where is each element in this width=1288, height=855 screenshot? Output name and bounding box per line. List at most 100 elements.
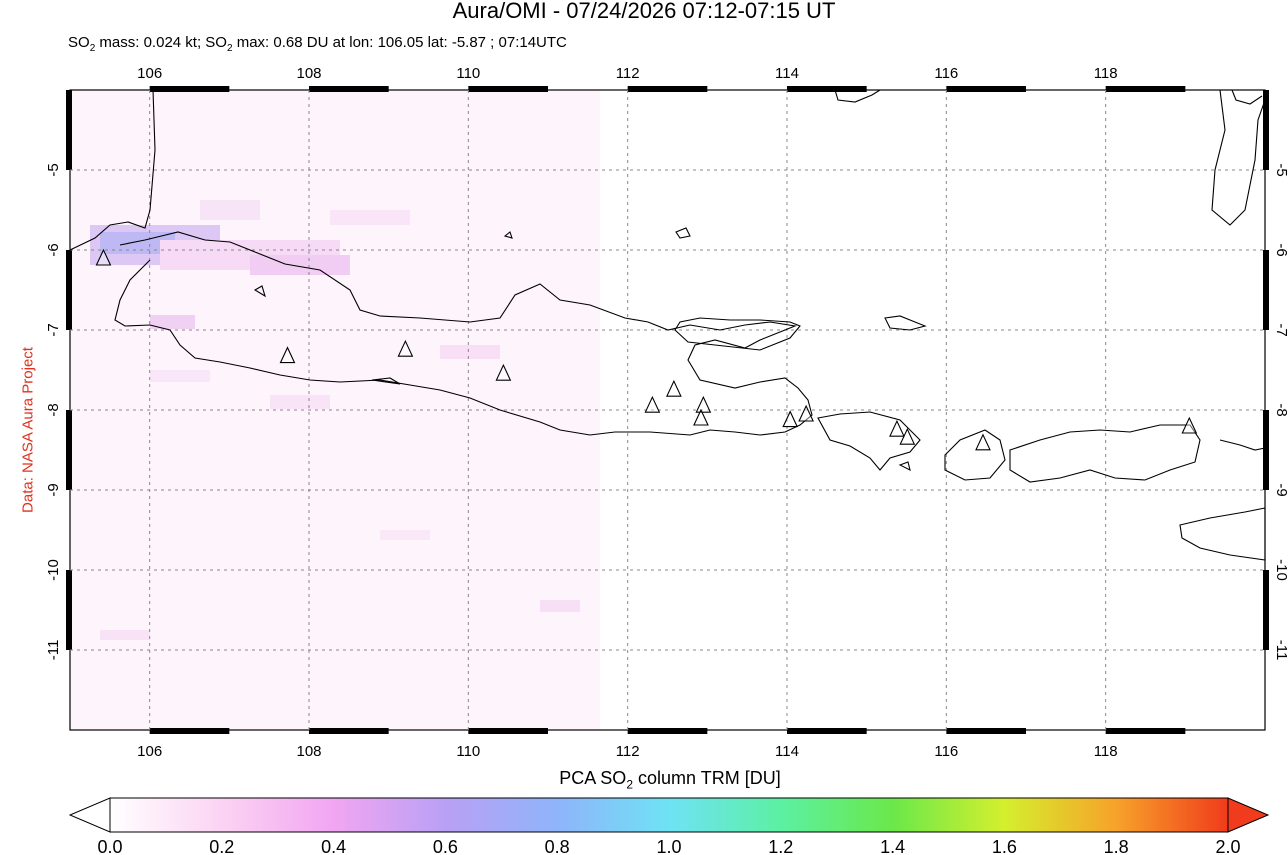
colorbar-tick-label: 1.4 bbox=[880, 837, 905, 855]
lat-tick-label-left: -5 bbox=[45, 163, 62, 176]
frame-bar-right bbox=[1263, 570, 1269, 650]
frame-bar-top bbox=[309, 86, 389, 92]
lon-tick-label-bottom: 118 bbox=[1094, 743, 1118, 760]
frame-bar-left bbox=[66, 410, 72, 490]
volcano-marker bbox=[695, 395, 712, 413]
colorbar-tick-label: 0.6 bbox=[433, 837, 458, 855]
frame-bar-bottom bbox=[468, 728, 548, 734]
lon-tick-label-bottom: 108 bbox=[296, 743, 321, 760]
map-subtitle: SO2 mass: 0.024 kt; SO2 max: 0.68 DU at … bbox=[68, 34, 567, 54]
kalimantan-coast bbox=[834, 89, 881, 103]
colorbar-tick-label: 1.0 bbox=[656, 837, 681, 855]
colorbar: 0.0 0.2 0.4 0.6 0.8 1.0 1.2 1.4 1.6 1.8 2.0 bbox=[68, 797, 1270, 855]
volcano-marker bbox=[782, 410, 799, 428]
frame-bar-top bbox=[1105, 86, 1186, 92]
sulawesi-coast bbox=[1211, 89, 1266, 226]
sulawesi-coast-b bbox=[1231, 89, 1263, 105]
frame-bar-bottom bbox=[787, 728, 867, 734]
frame-bar-top bbox=[787, 86, 867, 92]
nusa-kambangan bbox=[371, 377, 401, 385]
sumbawa-coast bbox=[1009, 424, 1201, 483]
lat-tick-label-left: -8 bbox=[45, 403, 62, 416]
lon-tick-label-bottom: 112 bbox=[616, 743, 640, 760]
frame-bar-top bbox=[946, 86, 1026, 92]
frame-bar-bottom bbox=[946, 728, 1026, 734]
volcano-marker bbox=[899, 427, 916, 445]
lat-tick-label-right: -5 bbox=[1273, 163, 1288, 176]
map-title: Aura/OMI - 07/24/2026 07:12-07:15 UT bbox=[452, 0, 836, 23]
lat-tick-label-right: -11 bbox=[1273, 640, 1288, 661]
frame-bar-right bbox=[1263, 250, 1269, 330]
colorbar-tick-label: 2.0 bbox=[1215, 837, 1240, 855]
colorbar-over-arrow bbox=[1227, 797, 1270, 833]
lat-tick-label-right: -10 bbox=[1273, 559, 1288, 581]
lat-tick-label-right: -8 bbox=[1273, 403, 1288, 416]
karimunjawa-island bbox=[503, 231, 513, 239]
lon-tick-label-top: 108 bbox=[296, 65, 321, 82]
colorbar-gradient bbox=[109, 797, 1229, 833]
so2-map: 106 106 108 108 110 110 112 112 114 114 116 116 118 1… bbox=[45, 65, 1288, 760]
volcano-marker bbox=[889, 419, 905, 437]
frame-bar-top bbox=[149, 86, 230, 92]
volcano-marker bbox=[495, 363, 512, 381]
bali-coast bbox=[817, 411, 921, 471]
frame-tick-bars bbox=[66, 86, 1269, 734]
colorbar-tick-label: 1.8 bbox=[1104, 837, 1129, 855]
colorbar-tick-label: 1.2 bbox=[768, 837, 793, 855]
volcano-marker bbox=[798, 404, 814, 422]
frame-bar-top bbox=[468, 86, 548, 92]
frame-bar-top bbox=[627, 86, 708, 92]
coastlines bbox=[69, 89, 1266, 561]
colorbar-tick-label: 0.0 bbox=[97, 837, 122, 855]
sumba-coast bbox=[1179, 507, 1266, 561]
lat-tick-label-left: -9 bbox=[45, 483, 62, 496]
lon-tick-label-top: 110 bbox=[456, 65, 480, 82]
frame-bar-right bbox=[1263, 90, 1269, 170]
nusa-penida bbox=[898, 461, 911, 472]
lat-tick-label-left: -7 bbox=[45, 323, 62, 336]
frame-bar-bottom bbox=[309, 728, 389, 734]
volcano-marker bbox=[279, 346, 296, 364]
frame-bar-right bbox=[1263, 410, 1269, 490]
volcano-marker bbox=[666, 379, 682, 397]
java-coast bbox=[114, 231, 813, 436]
volcano-markers bbox=[95, 248, 1198, 451]
lat-tick-label-right: -7 bbox=[1273, 323, 1288, 336]
lat-tick-label-right: -9 bbox=[1273, 483, 1288, 496]
lat-tick-label-left: -11 bbox=[45, 640, 62, 661]
frame-bar-bottom bbox=[1105, 728, 1186, 734]
lon-tick-label-top: 114 bbox=[775, 65, 799, 82]
ujung-kulon bbox=[253, 285, 266, 298]
lon-tick-label-bottom: 116 bbox=[934, 743, 958, 760]
lon-tick-label-bottom: 110 bbox=[456, 743, 480, 760]
colorbar-tick-label: 0.2 bbox=[209, 837, 234, 855]
komodo-flores bbox=[1219, 439, 1266, 451]
volcano-marker bbox=[95, 248, 112, 266]
lon-tick-label-top: 106 bbox=[137, 65, 162, 82]
frame-bar-bottom bbox=[149, 728, 230, 734]
lon-tick-label-top: 116 bbox=[934, 65, 958, 82]
axis-labels: 106 106 108 108 110 110 112 112 114 114 116 116 118 1… bbox=[45, 65, 1288, 760]
lombok-coast bbox=[944, 429, 1006, 481]
bawean-island bbox=[675, 227, 691, 239]
volcano-marker bbox=[693, 408, 709, 426]
lon-tick-label-bottom: 114 bbox=[775, 743, 799, 760]
sumatra-coast bbox=[69, 89, 156, 251]
lon-tick-label-bottom: 106 bbox=[137, 743, 162, 760]
volcano-marker bbox=[975, 433, 991, 451]
frame-bar-bottom bbox=[627, 728, 708, 734]
colorbar-label: PCA SO2 column TRM [DU] bbox=[559, 768, 781, 792]
lat-tick-label-right: -6 bbox=[1273, 243, 1288, 256]
volcano-marker bbox=[397, 339, 414, 357]
lat-tick-label-left: -10 bbox=[45, 559, 62, 581]
kangean-islands bbox=[884, 315, 927, 331]
colorbar-tick-labels: 0.0 0.2 0.4 0.6 0.8 1.0 1.2 1.4 1.6 1.8 2.0 bbox=[97, 837, 1240, 855]
lat-tick-label-left: -6 bbox=[45, 243, 62, 256]
colorbar-tick-label: 1.6 bbox=[992, 837, 1017, 855]
volcano-marker bbox=[644, 395, 661, 413]
frame-bar-left bbox=[66, 90, 72, 170]
colorbar-tick-label: 0.4 bbox=[321, 837, 346, 855]
frame-bar-left bbox=[66, 250, 72, 330]
volcano-marker bbox=[1181, 416, 1198, 434]
colorbar-tick-label: 0.8 bbox=[545, 837, 570, 855]
